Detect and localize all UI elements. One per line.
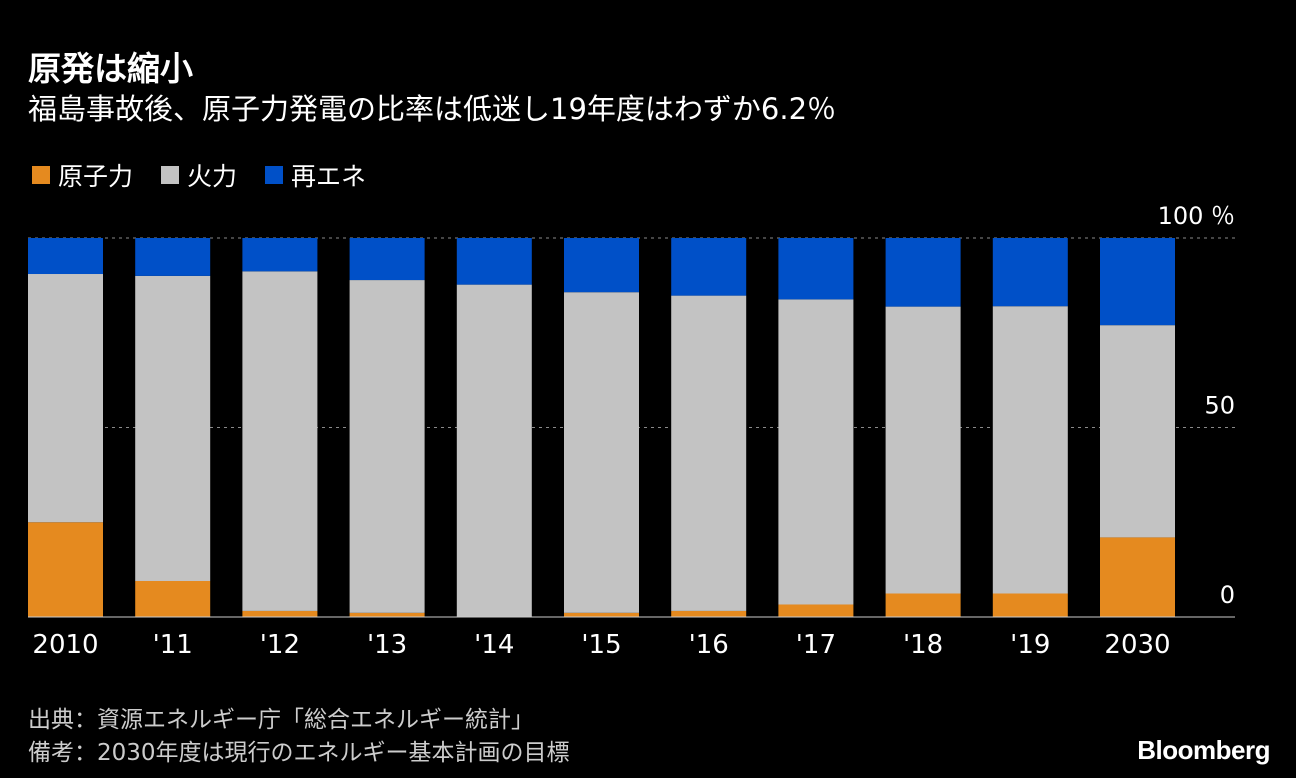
bar-segment-thermal — [349, 280, 425, 613]
bar-segment-thermal — [28, 274, 103, 523]
bar-segment-thermal — [1100, 325, 1175, 538]
x-tick-label: 2030 — [1104, 630, 1170, 660]
bar-segment-nuclear — [1100, 537, 1175, 617]
x-tick-label: '15 — [581, 630, 621, 660]
bar-segment-renewable — [885, 238, 961, 307]
stacked-bar-chart: 2010 '11 '12 '13 '14 '15 '16 '17 '18 '19 2030 0 50 10… — [28, 202, 1235, 660]
source-note: 出典：資源エネルギー庁「総合エネルギー統計」 — [28, 707, 534, 733]
y-tick-label: 100 ％ — [1158, 202, 1235, 230]
legend-label-renewable: 再エネ — [291, 162, 367, 191]
bar-segment-renewable — [28, 238, 103, 275]
x-tick-label: '12 — [260, 630, 300, 660]
bar-segment-nuclear — [135, 580, 211, 617]
bar-segment-renewable — [778, 238, 854, 300]
bloomberg-logo: Bloomberg — [1137, 735, 1270, 765]
bar-segment-thermal — [778, 299, 854, 605]
bar-segment-nuclear — [242, 610, 318, 617]
bar-segment-nuclear — [885, 593, 961, 617]
bar-segment-renewable — [135, 238, 211, 276]
x-tick-label: '19 — [1010, 630, 1050, 660]
x-tick-label: '11 — [153, 630, 193, 660]
x-tick-label: '16 — [689, 630, 729, 660]
bar-segment-thermal — [242, 271, 318, 611]
legend-item-thermal: 火力 — [161, 157, 237, 193]
bar-segment-nuclear — [564, 612, 639, 617]
bar-segment-nuclear — [671, 610, 747, 617]
bar-segment-nuclear — [992, 593, 1068, 617]
chart-subtitle: 福島事故後、原子力発電の比率は低迷し19年度はわずか6.2％ — [28, 92, 837, 126]
remarks-note: 備考：2030年度は現行のエネルギー基本計画の目標 — [28, 740, 570, 766]
bar-segment-renewable — [242, 238, 318, 272]
y-tick-label: 50 — [1204, 392, 1235, 420]
legend-label-thermal: 火力 — [187, 162, 238, 191]
x-tick-label: '14 — [474, 630, 514, 660]
bar-segment-thermal — [671, 295, 747, 611]
chart-title: 原発は縮小 — [28, 49, 193, 88]
bar-segment-thermal — [456, 284, 532, 617]
x-tick-label: '18 — [903, 630, 943, 660]
bar-segment-nuclear — [28, 522, 103, 617]
x-tick-label: '13 — [367, 630, 407, 660]
bar-segment-renewable — [671, 238, 747, 296]
legend-item-nuclear: 原子力 — [32, 157, 133, 193]
legend-item-renewable: 再エネ — [265, 157, 366, 193]
x-tick-label: '17 — [796, 630, 836, 660]
bar-segment-renewable — [456, 238, 532, 285]
y-tick-label: 0 — [1220, 581, 1235, 609]
bar-segment-renewable — [992, 238, 1068, 307]
bar-segment-thermal — [135, 275, 211, 581]
legend-label-nuclear: 原子力 — [58, 162, 134, 191]
bar-segment-nuclear — [778, 604, 854, 617]
bar-segment-renewable — [349, 238, 425, 281]
legend-swatch-thermal — [161, 166, 180, 184]
bar-segment-thermal — [564, 292, 639, 613]
bar-segment-nuclear — [349, 612, 425, 617]
bar-segment-thermal — [992, 306, 1068, 594]
bar-segment-renewable — [564, 238, 639, 293]
x-tick-label: 2010 — [32, 630, 98, 660]
legend: 原子力 火力 再エネ — [32, 157, 394, 193]
bar-segment-renewable — [1100, 238, 1175, 326]
legend-swatch-renewable — [265, 166, 284, 184]
legend-swatch-nuclear — [32, 166, 50, 184]
bar-segment-thermal — [885, 306, 961, 594]
